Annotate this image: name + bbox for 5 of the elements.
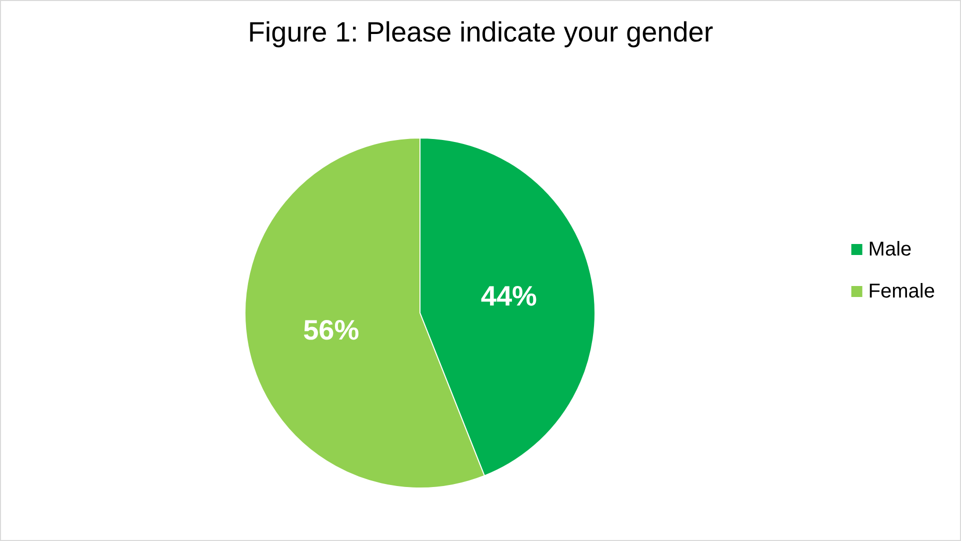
chart-title: Figure 1: Please indicate your gender <box>248 16 714 48</box>
data-label: 44% <box>480 280 538 312</box>
data-label: 56% <box>303 314 360 346</box>
legend-label: Female <box>868 280 936 302</box>
legend-label: Male <box>868 238 912 260</box>
